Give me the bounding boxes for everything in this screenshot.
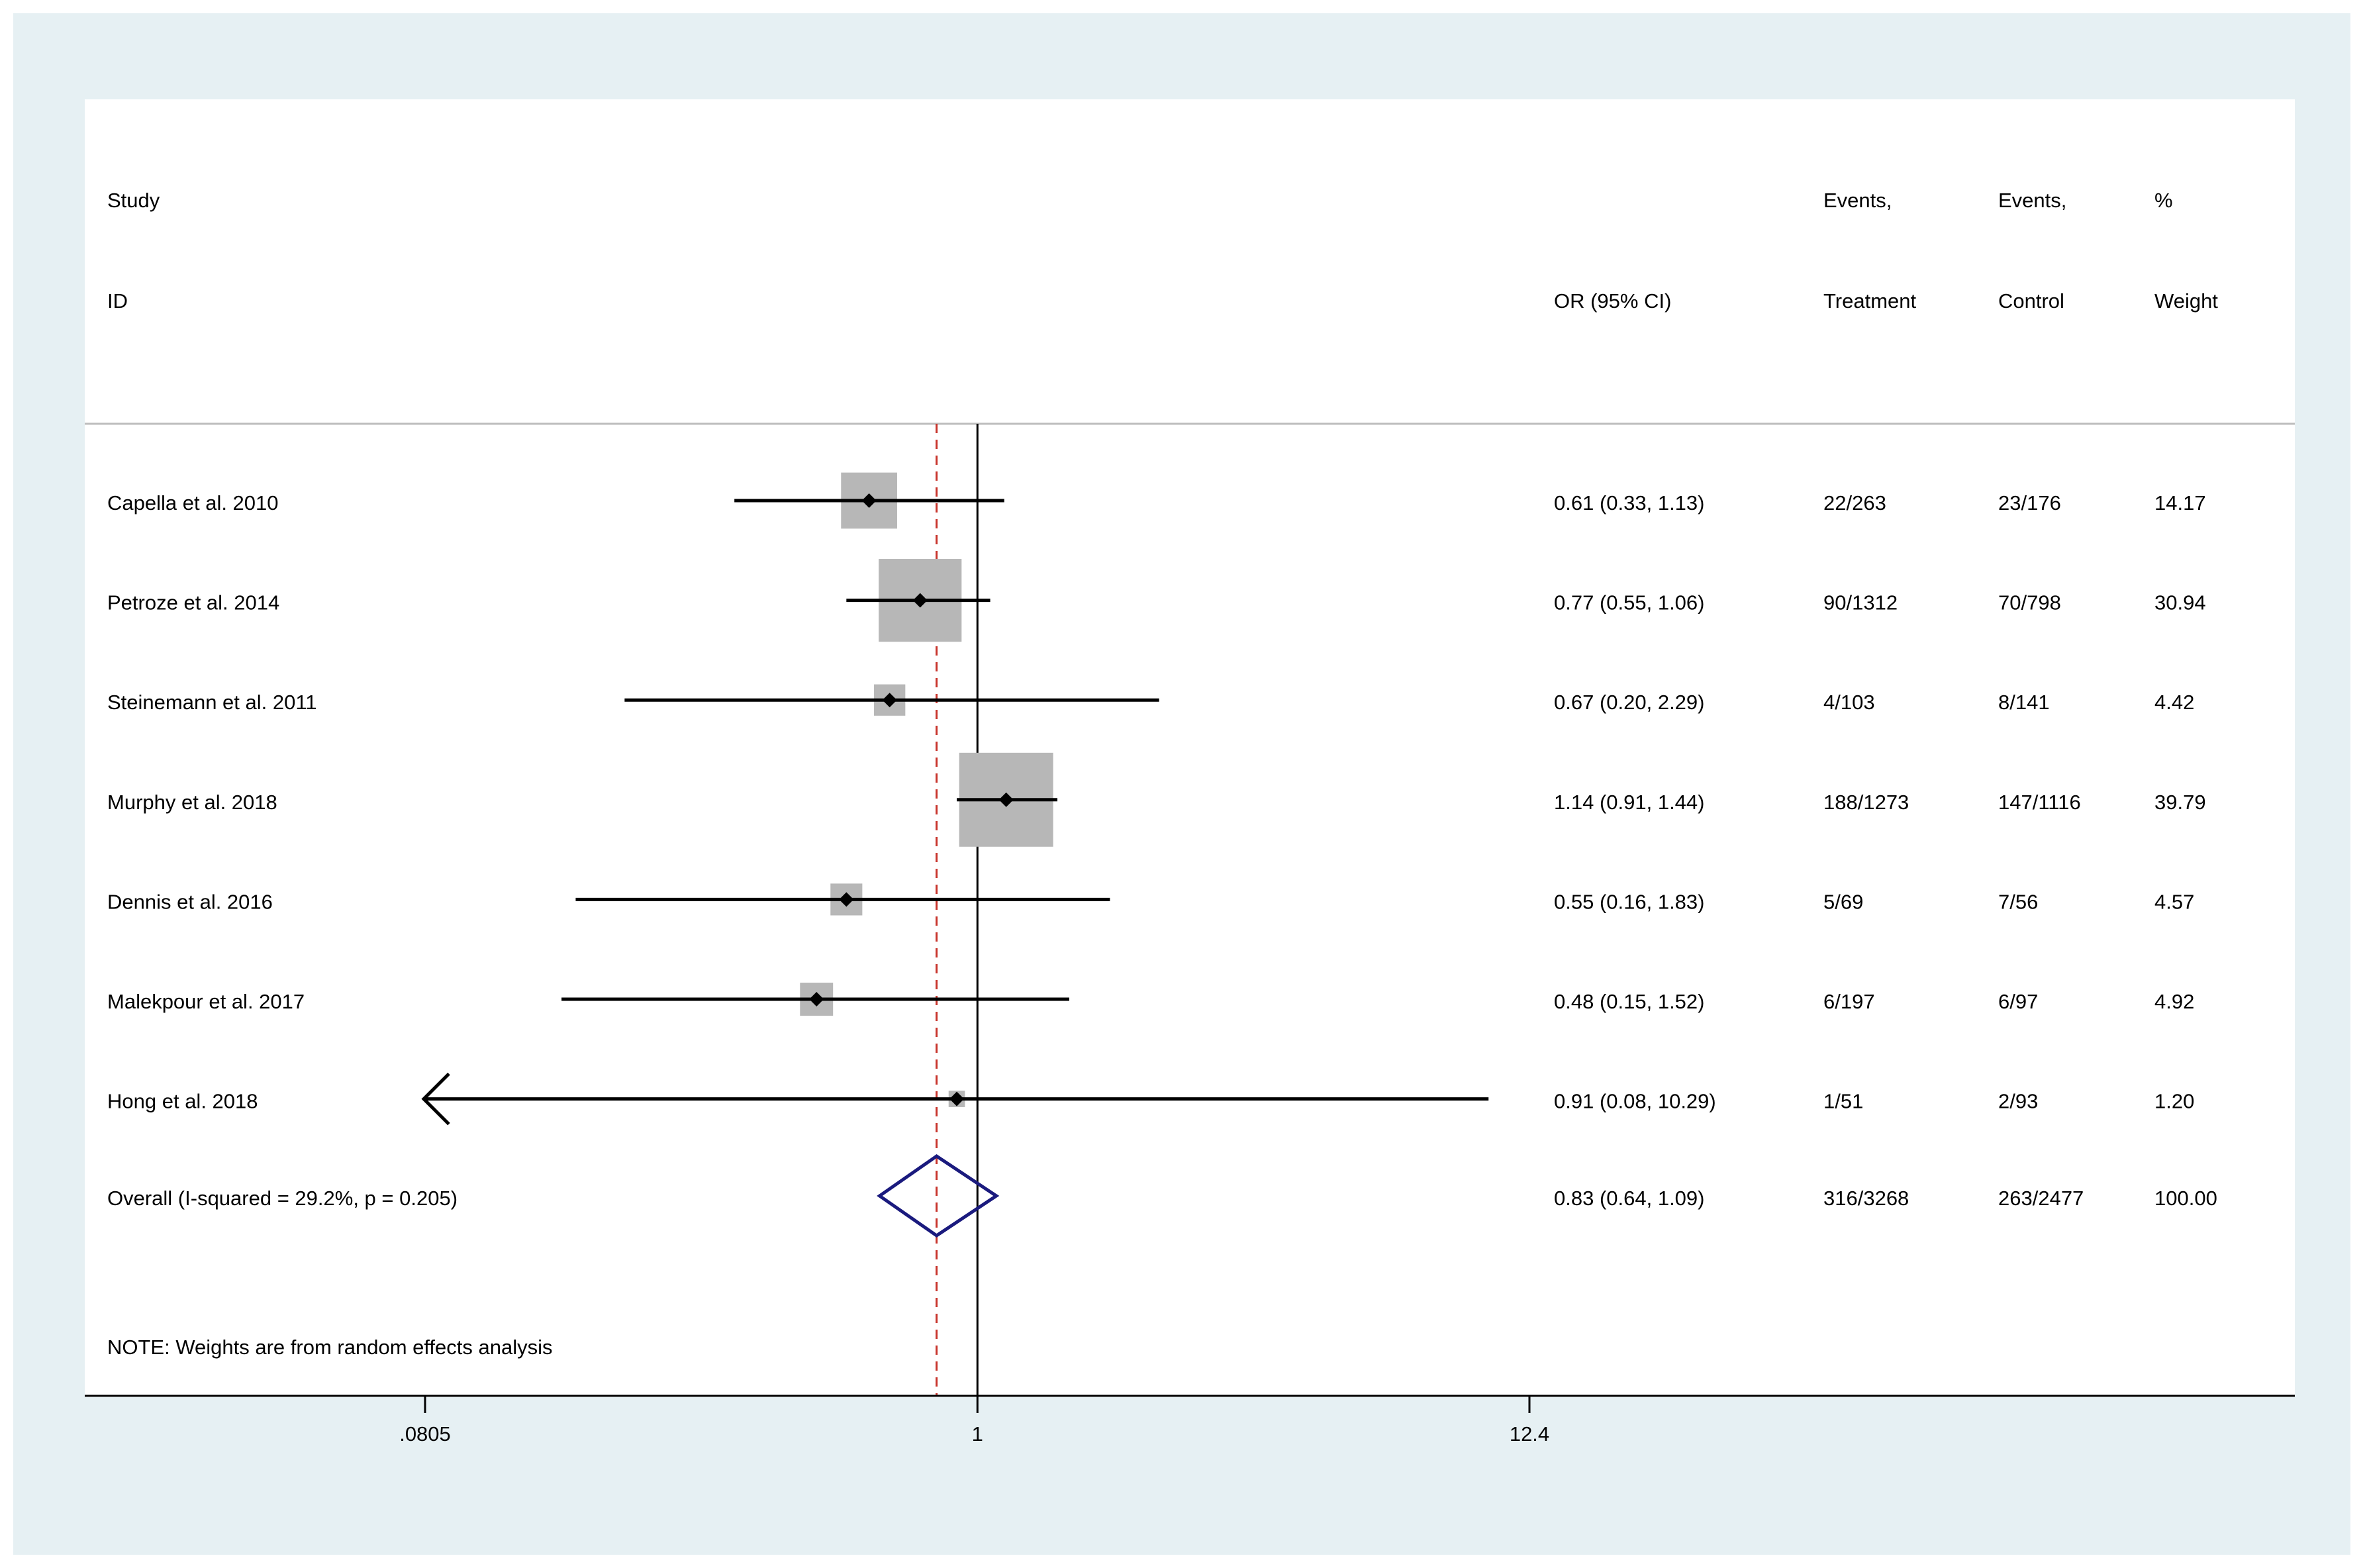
overall-label: Overall (I-squared = 29.2%, p = 0.205) [107, 1187, 458, 1210]
study-weight: 4.92 [2154, 990, 2194, 1013]
study-events-control: 8/141 [1998, 691, 2050, 714]
study-row: Hong et al. 2018 0.91 (0.08, 10.29) 1/51 2/… [107, 1072, 2194, 1126]
header-study: Study [107, 189, 160, 212]
study-name: Hong et al. 2018 [107, 1090, 258, 1113]
study-ci-arrow [421, 1072, 450, 1126]
study-events-control: 7/56 [1998, 890, 2038, 913]
study-row: Murphy et al. 2018 1.14 (0.91, 1.44) 188/1… [107, 752, 2206, 847]
study-weight: 30.94 [2154, 591, 2206, 614]
study-events-treatment: 90/1312 [1823, 591, 1898, 614]
study-name: Petroze et al. 2014 [107, 591, 279, 614]
study-or-ci: 0.77 (0.55, 1.06) [1554, 591, 1705, 614]
x-tick-label: 1 [972, 1422, 983, 1446]
study-events-control: 23/176 [1998, 491, 2061, 514]
study-events-treatment: 188/1273 [1823, 791, 1909, 814]
header-weight-line1: % [2154, 189, 2173, 212]
header-or-ci: OR (95% CI) [1554, 289, 1671, 313]
study-name: Steinemann et al. 2011 [107, 691, 317, 714]
study-row: Capella et al. 2010 0.61 (0.33, 1.13) 22/2… [107, 472, 2206, 529]
x-tick-label: .0805 [399, 1422, 451, 1446]
header-events-control-line2: Control [1998, 289, 2064, 313]
study-events-treatment: 5/69 [1823, 890, 1863, 913]
overall-events-control: 263/2477 [1998, 1187, 2084, 1210]
overall-events-treatment: 316/3268 [1823, 1187, 1909, 1210]
study-events-control: 70/798 [1998, 591, 2061, 614]
study-point-estimate [949, 1091, 965, 1106]
study-row: Dennis et al. 2016 0.55 (0.16, 1.83) 5/69 7… [107, 883, 2194, 916]
header-weight-line2: Weight [2154, 289, 2218, 313]
study-name: Malekpour et al. 2017 [107, 990, 305, 1013]
study-events-treatment: 4/103 [1823, 691, 1875, 714]
study-name: Dennis et al. 2016 [107, 890, 273, 913]
study-point-estimate [998, 792, 1014, 807]
study-point-estimate [912, 593, 928, 608]
study-or-ci: 0.91 (0.08, 10.29) [1554, 1090, 1716, 1113]
study-or-ci: 0.55 (0.16, 1.83) [1554, 890, 1705, 913]
plot-panel [85, 99, 2295, 1397]
header-events-control-line1: Events, [1998, 189, 2066, 212]
x-axis-ticks: .0805 1 12.4 [399, 1396, 1549, 1446]
overall-or-ci: 0.83 (0.64, 1.09) [1554, 1187, 1705, 1210]
header-id: ID [107, 289, 128, 313]
header-events-treatment-line2: Treatment [1823, 289, 1917, 313]
study-weight: 4.42 [2154, 691, 2194, 714]
study-events-treatment: 22/263 [1823, 491, 1886, 514]
x-tick-label: 12.4 [1510, 1422, 1549, 1446]
weights-note: NOTE: Weights are from random effects an… [107, 1336, 553, 1359]
overall-weight: 100.00 [2154, 1187, 2217, 1210]
study-or-ci: 0.67 (0.20, 2.29) [1554, 691, 1705, 714]
study-name: Murphy et al. 2018 [107, 791, 277, 814]
study-name: Capella et al. 2010 [107, 491, 279, 514]
overall-row: Overall (I-squared = 29.2%, p = 0.205) 0… [107, 1153, 2217, 1238]
study-point-estimate [861, 493, 877, 508]
study-rows: Capella et al. 2010 0.61 (0.33, 1.13) 22/2… [107, 472, 2206, 1126]
study-row: Steinemann et al. 2011 0.67 (0.20, 2.29) 4… [107, 684, 2194, 716]
table-header: Study ID OR (95% CI) Events, Treatment E… [107, 189, 2218, 313]
overall-diamond [877, 1153, 1000, 1238]
header-events-treatment-line1: Events, [1823, 189, 1892, 212]
study-events-control: 6/97 [1998, 990, 2038, 1013]
study-weight: 14.17 [2154, 491, 2206, 514]
study-row: Malekpour et al. 2017 0.48 (0.15, 1.52) 6/… [107, 983, 2194, 1016]
study-weight: 39.79 [2154, 791, 2206, 814]
study-point-estimate [809, 992, 824, 1006]
study-events-treatment: 1/51 [1823, 1090, 1863, 1113]
study-weight: 1.20 [2154, 1090, 2194, 1113]
study-point-estimate [882, 693, 897, 708]
study-events-control: 2/93 [1998, 1090, 2038, 1113]
study-events-treatment: 6/197 [1823, 990, 1875, 1013]
study-or-ci: 0.48 (0.15, 1.52) [1554, 990, 1705, 1013]
study-or-ci: 0.61 (0.33, 1.13) [1554, 491, 1705, 514]
study-point-estimate [839, 892, 854, 907]
study-row: Petroze et al. 2014 0.77 (0.55, 1.06) 90/1… [107, 559, 2206, 642]
study-events-control: 147/1116 [1998, 791, 2081, 814]
study-weight: 4.57 [2154, 890, 2194, 913]
study-or-ci: 1.14 (0.91, 1.44) [1554, 791, 1705, 814]
